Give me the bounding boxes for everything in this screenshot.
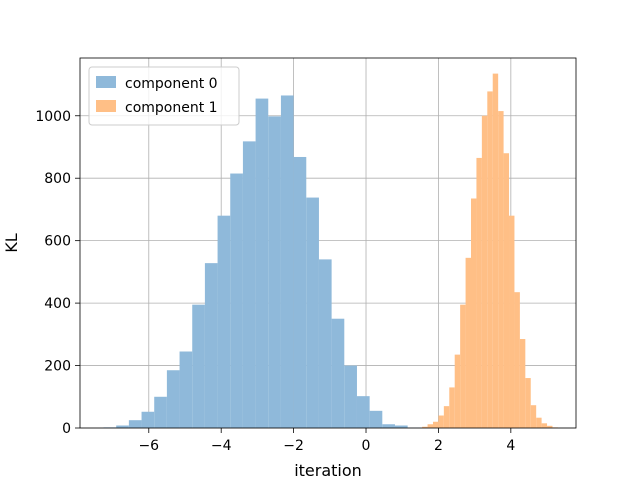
histogram-bar-series-1 — [481, 115, 488, 429]
histogram-bar-series-0 — [166, 370, 180, 428]
histogram-bar-series-1 — [530, 405, 537, 428]
histogram-bar-series-0 — [204, 263, 218, 428]
y-tick-label: 800 — [44, 171, 71, 187]
plot-frame — [79, 57, 577, 429]
y-tick-label: 400 — [44, 296, 71, 312]
histogram-bar-series-0 — [306, 197, 319, 428]
y-axis-label: KL — [2, 233, 21, 252]
y-tick-label: 200 — [44, 359, 71, 375]
histogram-bar-series-0 — [116, 425, 129, 428]
histogram-bar-series-1 — [454, 354, 461, 428]
legend-label: component 1 — [125, 100, 218, 116]
histogram-bar-series-0 — [230, 173, 243, 428]
histogram-bar-series-1 — [449, 387, 455, 428]
histogram-bar-series-1 — [438, 415, 444, 428]
axis-ticks: −6 −4 −2 0 2 4 0 200 400 600 800 1000 — [35, 109, 515, 454]
x-tick-label: −6 — [138, 438, 159, 454]
histogram-bars — [103, 73, 558, 429]
histogram-bar-series-0 — [141, 411, 155, 428]
histogram-bar-series-0 — [356, 396, 370, 428]
histogram-bar-series-1 — [525, 378, 531, 428]
y-tick-label: 0 — [62, 421, 71, 437]
histogram-bar-series-1 — [498, 111, 504, 428]
histogram-bar-series-1 — [432, 421, 439, 428]
histogram-bar-series-1 — [465, 257, 472, 428]
histogram-bar-series-1 — [547, 425, 553, 428]
histogram-bar-series-1 — [427, 424, 433, 428]
histogram-bar-series-1 — [492, 73, 499, 428]
histogram-bar-series-1 — [422, 426, 428, 428]
histogram-bar-series-0 — [179, 351, 193, 428]
x-tick-label: −4 — [211, 438, 232, 454]
x-tick-label: 0 — [362, 438, 371, 454]
histogram-bar-series-0 — [128, 420, 142, 428]
histogram-bar-series-0 — [293, 156, 307, 429]
x-tick-label: 2 — [434, 438, 443, 454]
histogram-bar-series-1 — [519, 339, 526, 428]
legend-box — [88, 66, 240, 126]
histogram-bar-series-0 — [268, 116, 281, 428]
legend-swatch — [96, 76, 116, 88]
histogram-bar-series-1 — [487, 91, 493, 428]
y-tick-label: 600 — [44, 234, 71, 250]
histogram-bar-series-0 — [192, 304, 205, 428]
histogram-bar-series-1 — [476, 157, 482, 428]
histogram-bar-series-1 — [541, 423, 548, 428]
histogram-bar-series-1 — [536, 417, 542, 428]
histogram-bar-series-1 — [514, 292, 520, 428]
legend-swatch — [96, 100, 116, 112]
histogram-bar-series-0 — [394, 425, 408, 428]
y-tick-label: 1000 — [35, 109, 71, 125]
x-tick-label: 4 — [506, 438, 515, 454]
x-axis-label: iteration — [294, 461, 362, 480]
histogram-bar-series-0 — [280, 95, 294, 428]
histogram-bar-series-0 — [255, 98, 269, 429]
histogram-bar-series-1 — [471, 198, 477, 428]
histogram-bar-series-0 — [344, 365, 357, 428]
legend-label: component 0 — [125, 76, 218, 92]
histogram-bar-series-1 — [503, 153, 510, 429]
histogram-bar-series-0 — [318, 259, 332, 428]
histogram-bar-series-0 — [242, 141, 256, 428]
histogram-bar-series-1 — [460, 304, 466, 428]
histogram-bar-series-1 — [509, 215, 515, 428]
histogram-bar-series-0 — [369, 410, 383, 428]
histogram-bar-series-1 — [443, 406, 450, 428]
histogram-bar-series-0 — [217, 215, 231, 428]
histogram-bar-series-0 — [154, 396, 167, 428]
histogram-bar-series-0 — [331, 318, 345, 428]
histogram-bar-series-0 — [382, 424, 395, 428]
legend: component 0 component 1 — [88, 66, 240, 126]
x-tick-label: −2 — [283, 438, 304, 454]
